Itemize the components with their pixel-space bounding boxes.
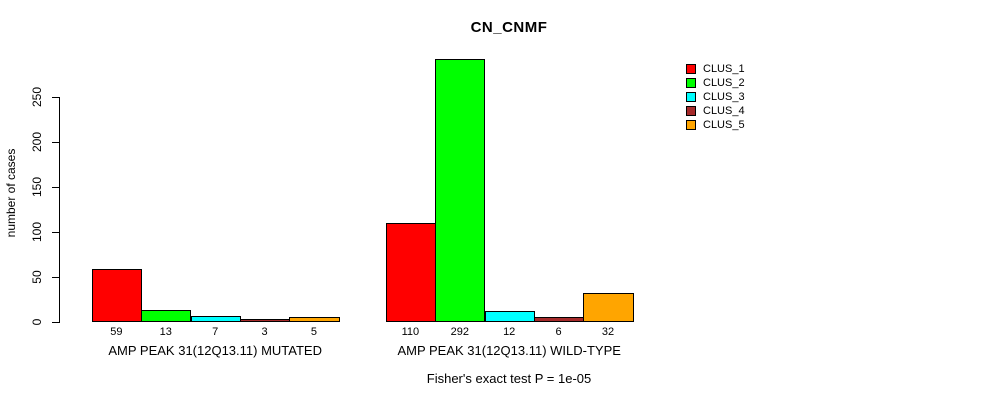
y-tick-mark-50 — [52, 276, 59, 278]
legend-label: CLUS_5 — [703, 119, 745, 131]
bar-value-label-clus_3-group1: 7 — [212, 326, 219, 338]
bar-clus_1-group2 — [385, 223, 437, 322]
bar-clus_3-group1 — [190, 316, 241, 322]
annotation-text: Fisher's exact test P = 1e-05 — [426, 371, 592, 386]
bar-value-label-clus_2-group1: 13 — [159, 326, 172, 338]
bar-value-label-clus_3-group2: 12 — [503, 326, 516, 338]
bar-clus_5-group2 — [583, 293, 634, 322]
legend-item-clus_5: CLUS_5 — [686, 119, 796, 133]
y-tick-label-200: 200 — [30, 131, 44, 153]
legend-label: CLUS_2 — [703, 77, 745, 89]
y-axis-title: number of cases — [4, 148, 18, 238]
bar-value-label-clus_1-group1: 59 — [110, 326, 123, 338]
legend-item-clus_2: CLUS_2 — [686, 77, 796, 91]
bar-clus_3-group2 — [484, 311, 535, 322]
bar-clus_4-group1 — [239, 319, 291, 322]
legend-label: CLUS_1 — [703, 63, 745, 75]
legend-swatch-icon — [686, 120, 696, 130]
bar-value-label-clus_4-group1: 3 — [261, 326, 268, 338]
bar-clus_4-group2 — [533, 317, 585, 322]
legend-label: CLUS_3 — [703, 91, 745, 103]
y-tick-label-150: 150 — [30, 176, 44, 198]
legend-swatch-icon — [686, 64, 696, 74]
bar-value-label-clus_5-group1: 5 — [310, 326, 318, 338]
chart-title: CN_CNMF — [470, 19, 548, 36]
y-tick-label-100: 100 — [30, 221, 44, 243]
bar-value-label-clus_1-group2: 110 — [401, 326, 420, 338]
bar-value-label-clus_4-group2: 6 — [555, 326, 562, 338]
y-axis-line — [59, 97, 60, 323]
bar-clus_1-group1 — [91, 269, 143, 322]
y-tick-mark-100 — [52, 231, 59, 233]
x-category-label-1: AMP PEAK 31(12Q13.11) MUTATED — [108, 343, 322, 358]
y-tick-mark-0 — [52, 321, 59, 323]
bar-clus_2-group2 — [435, 59, 486, 322]
legend-item-clus_4: CLUS_4 — [686, 105, 796, 119]
bar-clus_5-group1 — [289, 317, 340, 322]
bar-value-label-clus_2-group2: 292 — [450, 326, 469, 338]
bar-value-label-clus_5-group2: 32 — [601, 326, 615, 338]
bar-clus_2-group1 — [141, 310, 192, 322]
legend-item-clus_1: CLUS_1 — [686, 63, 796, 77]
y-tick-mark-150 — [52, 186, 59, 188]
legend-swatch-icon — [686, 106, 696, 116]
legend-swatch-icon — [686, 78, 696, 88]
legend-label: CLUS_4 — [703, 105, 745, 117]
y-tick-label-250: 250 — [30, 86, 44, 108]
y-tick-mark-200 — [52, 141, 59, 143]
legend-swatch-icon — [686, 92, 696, 102]
x-category-label-2: AMP PEAK 31(12Q13.11) WILD-TYPE — [397, 343, 621, 358]
y-tick-mark-250 — [52, 96, 59, 98]
legend-item-clus_3: CLUS_3 — [686, 91, 796, 105]
y-tick-label-50: 50 — [30, 270, 44, 284]
y-tick-label-0: 0 — [30, 318, 44, 326]
